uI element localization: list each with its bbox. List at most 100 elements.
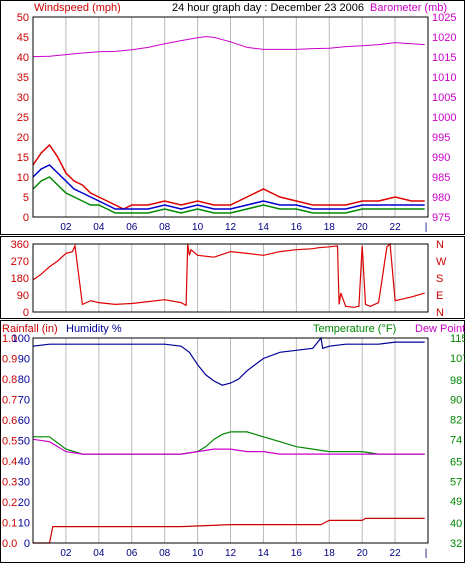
humidity-tick-label: 40	[18, 456, 30, 468]
humidity-tick-label: 10	[18, 518, 30, 530]
y2-tick-label: 1025	[432, 12, 456, 24]
y-tick-label: 5	[23, 192, 29, 204]
compass-label: E	[436, 290, 443, 302]
y-tick-label: 0	[23, 307, 29, 319]
rainfall-tick-label: 0.2	[2, 497, 17, 509]
x-tick-label: 06	[126, 222, 138, 233]
temperature-tick-label: 90	[450, 395, 462, 407]
windspeed-barometer-chart: Windspeed (mph) 24 hour graph day : Dece…	[0, 0, 465, 235]
x-tick-label: 22	[390, 548, 402, 559]
x-tick-label: 08	[159, 548, 171, 559]
x-tick-label: 10	[192, 548, 204, 559]
temperature-axis-title: Temperature (°F)	[313, 323, 396, 335]
panel-border	[0, 236, 465, 319]
x-tick-label: 14	[258, 222, 270, 233]
direction-grid	[65, 244, 396, 312]
rainfall-tick-label: 0.1	[2, 518, 17, 530]
barometer-axis-title: Barometer (mb)	[370, 2, 447, 14]
temperature-y-ticks: 32 40 49 57 65 74 82 90 98 107 115	[450, 333, 465, 550]
rainfall-tick-label: 0.7	[2, 395, 17, 407]
y2-tick-label: 1000	[432, 112, 456, 124]
x-tick-label: |	[425, 548, 428, 559]
x-tick-label: 22	[390, 222, 402, 233]
compass-label: N	[436, 239, 444, 251]
x-tick-label: 04	[93, 548, 105, 559]
y-tick-label: 180	[11, 273, 29, 285]
wind-y-ticks: 0 5 10 15 20 25 30 35 40 45 50	[17, 12, 29, 224]
temperature-tick-label: 57	[450, 476, 462, 488]
direction-plot-frame	[32, 243, 429, 313]
panel-border	[0, 0, 465, 235]
y-tick-label: 25	[17, 112, 29, 124]
x-tick-label: 16	[291, 548, 303, 559]
barometer-y-ticks: 975 980 985 990 995 1000 1005 1010 1015 1020 1025	[432, 12, 456, 224]
x-tick-label: 04	[93, 222, 105, 233]
wind-x-ticks: 02 04 06 08 10 12 14 16 18 20 22 |	[60, 222, 427, 233]
humidity-tick-label: 90	[18, 354, 30, 366]
y2-tick-label: 1005	[432, 92, 456, 104]
y2-tick-label: 985	[432, 172, 450, 184]
x-tick-label: 12	[225, 222, 237, 233]
y2-tick-label: 1020	[432, 32, 456, 44]
chart-title: 24 hour graph day : December 23 2006	[172, 2, 364, 14]
wind-grid	[65, 17, 396, 217]
y-tick-label: 0	[23, 212, 29, 224]
temperature-tick-label: 115	[450, 333, 465, 345]
barometer-line	[32, 36, 425, 58]
humidity-tick-label: 30	[18, 477, 30, 489]
rainfall-axis-title: Rainfall (in)	[2, 323, 58, 335]
humidity-tick-label: 100	[12, 333, 30, 345]
compass-label: N	[436, 307, 444, 319]
panel-border	[0, 320, 465, 563]
y-tick-label: 360	[11, 239, 29, 251]
wind-low-line	[32, 176, 425, 214]
rainfall-tick-label: 0.6	[2, 415, 17, 427]
x-tick-label: 06	[126, 548, 138, 559]
humidity-tick-label: 80	[18, 374, 30, 386]
windspeed-axis-title: Windspeed (mph)	[34, 2, 121, 14]
rain-plot-frame	[32, 337, 429, 544]
humidity-tick-label: 50	[18, 436, 30, 448]
compass-label: W	[436, 256, 447, 268]
y2-tick-label: 1010	[432, 72, 456, 84]
direction-line	[32, 242, 425, 308]
rain-series	[32, 336, 425, 544]
rainfall-line	[33, 517, 425, 544]
y2-tick-label: 980	[432, 192, 450, 204]
rainfall-tick-label: 0.5	[2, 436, 17, 448]
dewpoint-axis-title: Dew Point	[415, 323, 465, 335]
wind-gust-line	[32, 143, 425, 210]
y2-tick-label: 975	[432, 212, 450, 224]
rainfall-tick-label: 0.0	[2, 538, 17, 550]
rain-y-ticks: 0.0 00.1 100.2 200.3 300.4 400.5 500.6 600.7 700…	[2, 333, 30, 550]
x-tick-label: 12	[225, 548, 237, 559]
rainfall-tick-label: 0.9	[2, 354, 17, 366]
y-tick-label: 30	[17, 92, 29, 104]
rain-x-ticks: 02 04 06 08 10 12 14 16 18 20 22 |	[60, 548, 427, 559]
x-tick-label: 16	[291, 222, 303, 233]
x-tick-label: 18	[324, 548, 336, 559]
temperature-tick-label: 74	[450, 434, 462, 446]
x-tick-label: 08	[159, 222, 171, 233]
wind-plot-frame	[32, 16, 429, 218]
humidity-axis-title: Humidity %	[66, 323, 122, 335]
x-tick-label: 02	[60, 548, 72, 559]
rainfall-tick-label: 0.8	[2, 374, 17, 386]
y-tick-label: 20	[17, 132, 29, 144]
temperature-tick-label: 40	[450, 518, 462, 530]
rain-grid	[65, 338, 396, 543]
x-tick-label: 18	[324, 222, 336, 233]
humidity-tick-label: 20	[18, 497, 30, 509]
y-tick-label: 40	[17, 52, 29, 64]
y2-tick-label: 990	[432, 152, 450, 164]
temperature-tick-label: 49	[450, 496, 462, 508]
y2-tick-label: 995	[432, 132, 450, 144]
compass-label: S	[436, 273, 443, 285]
rainfall-tick-label: 0.3	[2, 477, 17, 489]
x-tick-label: 20	[357, 222, 369, 233]
wind-average-line	[32, 164, 425, 210]
y-tick-label: 15	[17, 152, 29, 164]
humidity-line	[32, 336, 425, 386]
direction-y-ticks: 0 90 180 270 360	[11, 239, 29, 319]
y-tick-label: 270	[11, 256, 29, 268]
